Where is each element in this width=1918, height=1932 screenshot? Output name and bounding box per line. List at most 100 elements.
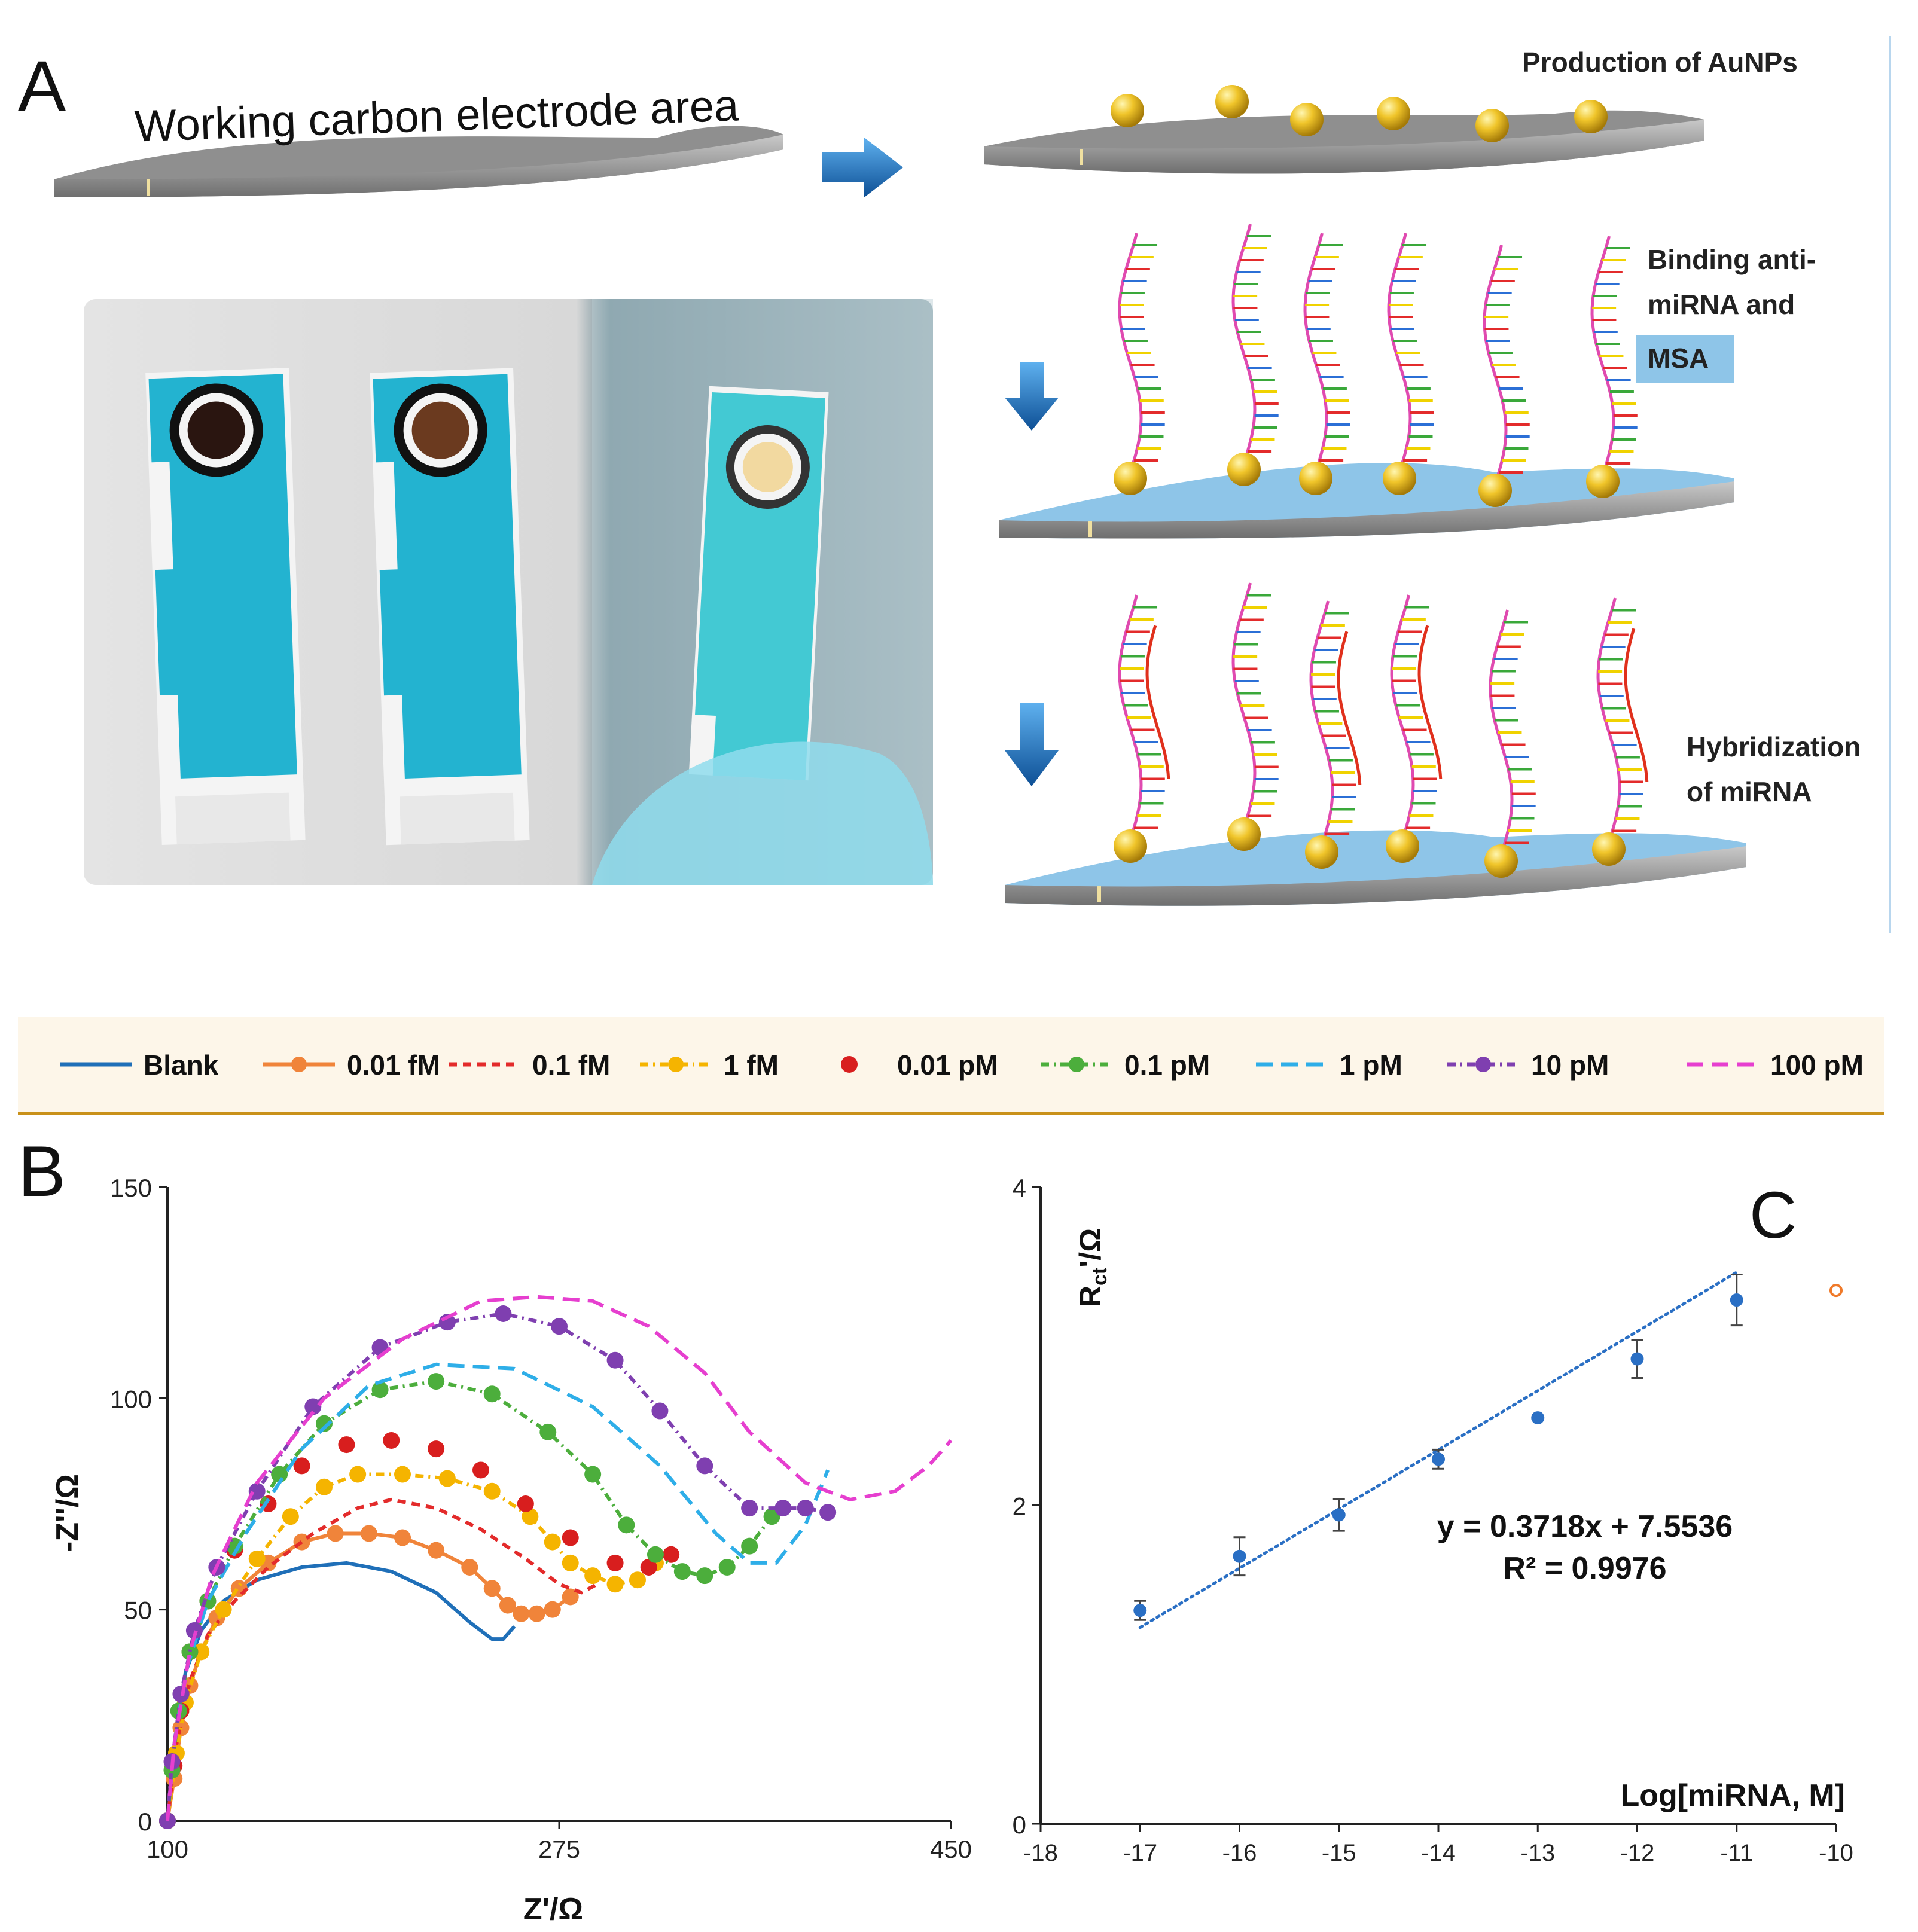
gold-nanoparticle xyxy=(1299,462,1332,495)
data-point xyxy=(483,1385,501,1403)
hybridized-electrode xyxy=(1005,582,1746,906)
legend-label: 0.01 pM xyxy=(897,1049,998,1081)
data-point xyxy=(394,1529,411,1546)
gold-nanoparticle xyxy=(1227,453,1261,486)
gold-nanoparticle xyxy=(1478,474,1512,507)
electrode-photo xyxy=(84,299,933,885)
data-point xyxy=(1531,1411,1545,1425)
x-tick-label: 450 xyxy=(930,1835,972,1863)
x-tick-label: -14 xyxy=(1421,1840,1456,1866)
step3-label-line2: of miRNA xyxy=(1687,776,1812,807)
series-line xyxy=(166,1295,953,1821)
data-point xyxy=(1432,1452,1445,1466)
panel-b-xlabel: Z'/Ω xyxy=(523,1892,583,1927)
right-arrow-icon xyxy=(822,138,903,197)
x-tick-label: -16 xyxy=(1222,1840,1257,1866)
data-point xyxy=(338,1436,355,1454)
panel-c-letter: C xyxy=(1749,1179,1797,1252)
gold-nanoparticle xyxy=(1114,829,1147,863)
panel-c-ylabel-tail: '/Ω xyxy=(1074,1228,1107,1268)
legend-item: 0.1 fM xyxy=(449,1049,610,1081)
down-arrow-icon xyxy=(1005,362,1059,431)
legend-marker xyxy=(1069,1057,1084,1072)
panel-b-ylabel: -Z''/Ω xyxy=(50,1474,85,1552)
data-point xyxy=(1630,1352,1644,1366)
x-tick-label: -13 xyxy=(1520,1840,1555,1866)
series-line xyxy=(166,1531,572,1821)
data-point xyxy=(327,1525,344,1542)
panel-c-xlabel: Log[miRNA, M] xyxy=(1621,1778,1845,1813)
data-point xyxy=(562,1554,579,1571)
y-tick-label: 2 xyxy=(1013,1493,1026,1521)
data-point xyxy=(774,1500,792,1517)
data-point xyxy=(651,1402,669,1420)
gold-nanoparticle xyxy=(1586,465,1620,498)
data-point xyxy=(349,1466,367,1483)
legend-item: 0.01 pM xyxy=(841,1049,998,1081)
step2-label-line3: MSA xyxy=(1648,343,1709,374)
data-point xyxy=(383,1432,400,1449)
sensor-strip-2 xyxy=(370,368,530,846)
target-mirna-strand xyxy=(1145,625,1170,779)
data-point xyxy=(528,1605,545,1622)
target-mirna-strand xyxy=(1417,625,1443,779)
bare-electrode xyxy=(54,126,783,197)
data-point xyxy=(394,1466,411,1483)
data-point xyxy=(539,1423,557,1440)
msa-highlight xyxy=(1636,335,1734,383)
legend-label: 1 pM xyxy=(1340,1049,1402,1081)
legend-label: 0.01 fM xyxy=(347,1049,440,1081)
data-point xyxy=(428,1373,445,1390)
y-tick-label: 150 xyxy=(110,1174,152,1202)
legend-label: Blank xyxy=(144,1049,219,1081)
series-line xyxy=(166,1379,773,1821)
data-point xyxy=(696,1567,713,1585)
series-1-fm xyxy=(159,1466,664,1829)
data-point xyxy=(172,1686,190,1702)
data-point xyxy=(696,1457,713,1475)
y-tick-label: 100 xyxy=(110,1385,152,1413)
data-point xyxy=(495,1305,512,1322)
data-point xyxy=(483,1580,501,1597)
x-tick-label: -10 xyxy=(1819,1840,1853,1866)
data-point xyxy=(551,1318,568,1335)
trendline-r2: R² = 0.9976 xyxy=(1503,1551,1666,1586)
x-tick-label: -15 xyxy=(1322,1840,1356,1866)
data-point xyxy=(360,1525,377,1542)
y-tick-label: 50 xyxy=(124,1597,152,1625)
sensor-strip-3 xyxy=(688,386,829,781)
y-tick-label: 0 xyxy=(138,1808,152,1836)
data-point xyxy=(428,1440,445,1458)
x-tick-label: 100 xyxy=(147,1835,188,1863)
panel-c-calibration-chart: C 024-18 -17 -16 -15 -14 -13 -12 -11 -10 Rct'/Ω … xyxy=(1013,1174,1853,1866)
data-point xyxy=(215,1601,232,1618)
data-point xyxy=(282,1508,299,1525)
data-point xyxy=(316,1478,333,1495)
step2-label-line2: miRNA and xyxy=(1648,289,1795,320)
data-point xyxy=(797,1500,814,1517)
series-100-pm xyxy=(166,1295,953,1821)
data-point xyxy=(472,1461,489,1479)
legend-item: 0.1 pM xyxy=(1041,1049,1210,1081)
data-point xyxy=(606,1554,624,1571)
panel-c-ylabel: Rct'/Ω xyxy=(1074,1228,1111,1307)
data-point xyxy=(584,1567,602,1585)
series-0-01-pm xyxy=(159,1432,680,1829)
panel-c-ylabel-main: R xyxy=(1074,1286,1107,1307)
outlier-point xyxy=(1829,1284,1843,1298)
data-point xyxy=(461,1559,478,1576)
panel-b-axes: 0 50 100 150 100 275 450 xyxy=(110,1174,972,1863)
y-tick-label: 0 xyxy=(1013,1811,1026,1839)
legend-item: 1 fM xyxy=(640,1049,779,1081)
panel-c-axes: 0 2 4 -18 -17 -16 -15 -14 -13 -12 -11 -10 xyxy=(1013,1174,1853,1866)
data-point xyxy=(618,1516,635,1534)
legend-marker xyxy=(841,1056,858,1073)
gold-nanoparticle xyxy=(1305,835,1338,869)
aunp-electrode xyxy=(984,85,1704,174)
panel-b-nyquist-chart: B 0 50 100 150 100 275 450 Z'/Ω -Z''/Ω xyxy=(18,1131,972,1927)
data-point xyxy=(304,1398,322,1415)
series-blank xyxy=(166,1561,516,1821)
series-line xyxy=(166,1561,516,1821)
data-point xyxy=(513,1605,530,1622)
target-mirna-strand xyxy=(1337,631,1362,785)
